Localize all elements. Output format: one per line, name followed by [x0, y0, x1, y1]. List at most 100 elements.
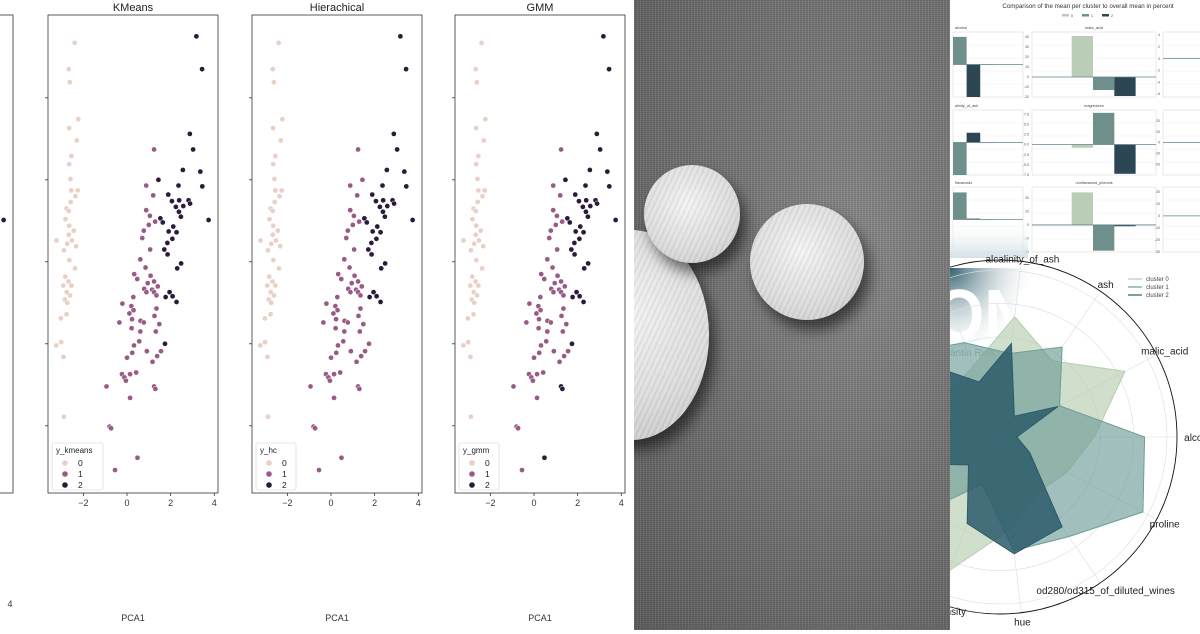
scatter-point — [362, 348, 368, 355]
scatter-point — [67, 292, 73, 299]
scatter-point — [165, 228, 172, 235]
y-tick-label: -20 — [1024, 95, 1029, 99]
scatter-point — [480, 243, 487, 250]
scatter-point — [266, 216, 273, 223]
scatter-point — [606, 183, 613, 190]
scatter-point — [580, 229, 587, 236]
scatter-point — [205, 217, 212, 223]
radar-axis-label: hue — [1014, 618, 1031, 629]
scatter-point — [262, 339, 268, 345]
scatter-point — [186, 131, 193, 137]
scatter-point — [136, 338, 143, 345]
scatter-point — [257, 237, 264, 244]
legend-marker-1 — [469, 471, 475, 477]
scatter-point — [269, 66, 276, 72]
legend-label: 1 — [1091, 14, 1093, 18]
scatter-point — [477, 227, 484, 234]
x-tick-label: −2 — [485, 498, 495, 508]
scatter-point — [552, 222, 559, 228]
scatter-point — [128, 325, 135, 332]
scatter-point — [370, 289, 377, 295]
scatter-point — [544, 328, 551, 335]
scatter-point — [129, 349, 136, 356]
scatter-point — [390, 131, 397, 137]
scatter-point — [474, 199, 481, 205]
scatter-point — [270, 79, 277, 86]
scatter-point — [403, 66, 409, 72]
scatter-point — [144, 280, 151, 286]
scatter-point — [472, 278, 479, 285]
scatter-point — [374, 223, 381, 230]
scatter-point — [152, 328, 159, 335]
panel-title: nonflavanoid_phenols — [1076, 181, 1113, 185]
scatter-point — [356, 386, 363, 392]
scatter-point — [60, 282, 67, 289]
scatter-point — [473, 257, 480, 263]
legend-marker-0 — [62, 460, 68, 466]
scatter-point — [472, 208, 479, 214]
scatter-point — [53, 342, 60, 349]
y-tick-label: 0 — [1158, 57, 1160, 61]
scatter-point — [73, 137, 80, 144]
scatter-point — [587, 167, 593, 173]
scatter-point — [151, 313, 158, 319]
scatter-point — [75, 116, 82, 122]
scatter-point — [546, 235, 553, 241]
scatter-point — [129, 316, 135, 323]
scatter-point — [561, 353, 567, 359]
scatter-point — [355, 146, 361, 153]
scatter-point — [169, 293, 176, 300]
x-axis-label: PCA1 — [325, 613, 349, 623]
y-tick-label: 20 — [1025, 196, 1029, 200]
scatter-point — [475, 282, 482, 289]
x-tick-label: 4 — [7, 599, 12, 609]
legend-label: 2 — [78, 480, 83, 490]
y-tick-label: 20 — [1025, 55, 1029, 59]
scatter-point — [112, 467, 118, 473]
fade-overlay — [950, 218, 1028, 258]
radar-polygon-cluster-2 — [950, 342, 1063, 555]
scatter-point — [469, 273, 476, 280]
radar-axis-label: malic_acid — [1141, 347, 1188, 358]
scatter-point — [587, 203, 594, 209]
bar-panel-panel-8: 20 10 0 -10 -20 -30 — [1155, 186, 1200, 254]
scatter-point — [108, 425, 114, 432]
bar-cluster-1 — [953, 192, 967, 220]
x-tick-label: 2 — [168, 498, 173, 508]
scatter-point — [594, 200, 600, 207]
scatter-point — [276, 265, 282, 272]
scatter-point — [147, 213, 153, 219]
scatter-point — [155, 176, 162, 183]
scatter-point — [273, 237, 279, 244]
y-tick-label: -2.5 — [1023, 153, 1029, 157]
y-tick-label: -6 — [1157, 92, 1160, 96]
scatter-point — [534, 395, 540, 401]
scatter-point — [510, 383, 517, 390]
scatter-point — [471, 299, 478, 306]
scatter-point — [373, 293, 380, 300]
wine-cluster-charts: Comparison of the mean per cluster to ov… — [950, 0, 1200, 630]
legend-label: cluster 2 — [1146, 293, 1169, 299]
y-tick-label: 30 — [1025, 45, 1029, 49]
scatter-point — [526, 300, 533, 307]
bar-cluster-0 — [1071, 144, 1093, 148]
y-tick-label: 4 — [1158, 33, 1160, 37]
scatter-point — [377, 229, 384, 236]
scatter-point — [569, 340, 575, 347]
scatter-point — [143, 182, 150, 189]
radar-axis-label: alcohol — [1184, 433, 1200, 444]
scatter-point — [349, 222, 356, 228]
scatter-point — [257, 342, 264, 349]
y-tick-label: 20 — [1156, 119, 1160, 123]
legend: y_kmeans 012 — [51, 442, 104, 491]
legend-title: y_hc — [260, 446, 277, 455]
scatter-point — [460, 237, 467, 244]
scatter-point — [468, 413, 474, 420]
scatter-point — [563, 321, 570, 327]
bar-panel-panel-2: 4 2 0 -2 -4 -6 — [1157, 31, 1200, 98]
scatter-point — [67, 199, 74, 205]
y-tick-label: 10 — [1025, 65, 1029, 69]
scatter-point — [312, 425, 318, 432]
